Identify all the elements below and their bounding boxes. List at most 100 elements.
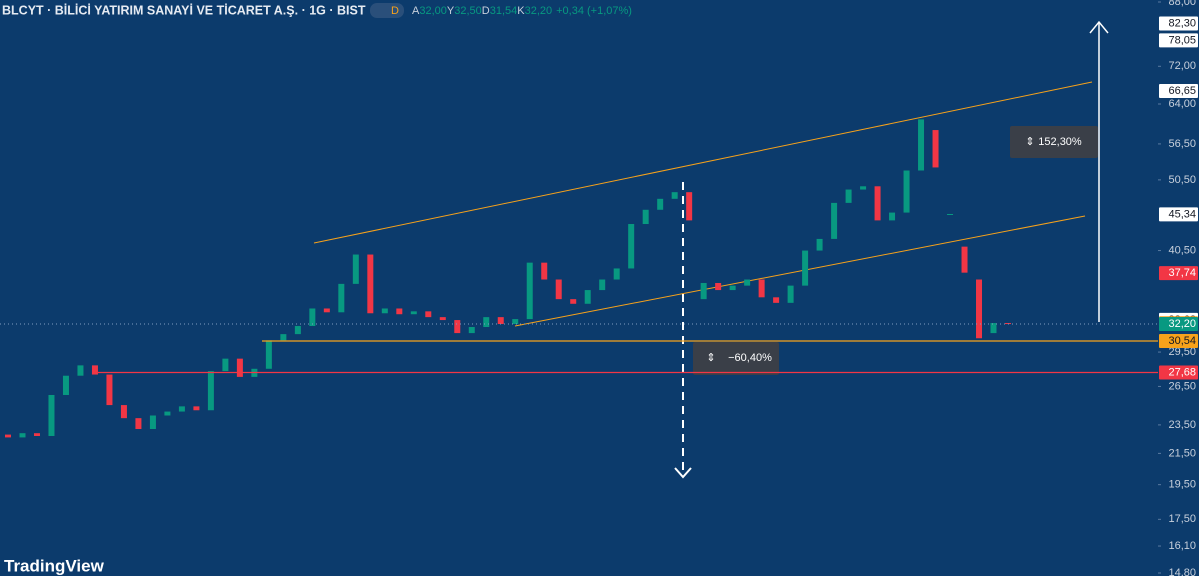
candle xyxy=(889,212,896,221)
ohlc-key: Y xyxy=(447,5,455,17)
candle xyxy=(91,365,98,375)
candle xyxy=(729,285,736,291)
y-tick-label: 88,00 xyxy=(1168,0,1196,8)
candle xyxy=(570,299,577,304)
candle xyxy=(410,311,417,315)
candle xyxy=(207,371,214,411)
candle xyxy=(541,262,548,280)
ohlc-value: 31,54 xyxy=(490,5,518,17)
price-tag xyxy=(1159,84,1198,99)
y-tick-label: 16,10 xyxy=(1168,540,1196,552)
candle xyxy=(222,358,229,372)
candle xyxy=(961,246,968,273)
candle xyxy=(816,238,823,251)
candle xyxy=(280,334,287,341)
candle xyxy=(236,358,243,377)
price-tag-label: 32,20 xyxy=(1168,318,1196,330)
measure-icon: ⇕ xyxy=(1025,136,1034,148)
price-tag xyxy=(1159,16,1198,31)
y-tick-label: 19,50 xyxy=(1168,479,1196,491)
candle xyxy=(149,415,156,430)
ohlc-key: A xyxy=(412,5,420,17)
candle xyxy=(642,209,649,225)
y-tick-label: 50,50 xyxy=(1168,174,1196,186)
candle xyxy=(555,279,562,300)
measure-box xyxy=(693,342,779,375)
price-tag xyxy=(1159,317,1198,332)
candle xyxy=(483,317,490,328)
y-tick-label: 23,50 xyxy=(1168,419,1196,431)
candle xyxy=(48,394,55,436)
price-tag-label: 45,34 xyxy=(1168,208,1196,220)
candle xyxy=(787,285,794,303)
price-tag-label: 37,74 xyxy=(1168,267,1196,279)
candle xyxy=(381,308,388,314)
candle xyxy=(700,282,707,300)
candle xyxy=(628,224,635,269)
candle xyxy=(62,375,69,395)
ohlc-value: 32,20 xyxy=(525,5,553,17)
y-tick-label: 21,50 xyxy=(1168,447,1196,459)
ohlc-legend: A32,00Y32,50D31,54K32,20 +0,34 (+1,07%) xyxy=(412,5,632,17)
ohlc-key: K xyxy=(517,5,525,17)
badge: D xyxy=(391,5,399,17)
candle xyxy=(120,405,127,419)
price-tag xyxy=(1159,333,1198,348)
candle xyxy=(773,297,780,303)
measure-box xyxy=(1010,126,1098,158)
price-tag-label: 82,30 xyxy=(1168,17,1196,29)
chart-title: BLCYT · BİLİCİ YATIRIM SANAYİ VE TİCARET… xyxy=(2,2,366,17)
arrow-head xyxy=(1089,20,1109,34)
candle xyxy=(338,283,345,313)
candle xyxy=(33,433,40,436)
candle xyxy=(77,365,84,376)
price-tag xyxy=(1159,33,1198,48)
candle xyxy=(584,290,591,304)
y-tick-label: 72,00 xyxy=(1168,60,1196,72)
candle xyxy=(265,340,272,369)
candle xyxy=(19,433,26,438)
candle xyxy=(671,192,678,199)
candle xyxy=(874,186,881,221)
measure-label: −60,40% xyxy=(728,352,772,364)
channel-upper xyxy=(313,81,1093,244)
ohlc-key: D xyxy=(482,5,490,17)
arrow-head xyxy=(674,467,692,479)
candle xyxy=(758,279,765,298)
ohlc-value: 32,00 xyxy=(419,5,447,17)
candle xyxy=(454,320,461,334)
candle xyxy=(309,308,316,327)
y-tick-label: 56,50 xyxy=(1168,138,1196,150)
measure-icon: ⇕ xyxy=(706,352,715,364)
candle xyxy=(976,279,983,339)
channel-lower xyxy=(514,215,1086,327)
candle xyxy=(932,130,939,168)
candle xyxy=(512,319,519,325)
candle xyxy=(657,198,664,210)
candle xyxy=(178,406,185,412)
price-tag-label: 78,05 xyxy=(1168,34,1196,46)
ohlc-value: 32,50 xyxy=(454,5,482,17)
brand: TradingView xyxy=(4,556,105,575)
candle xyxy=(468,327,475,334)
candle xyxy=(715,282,722,291)
price-tag xyxy=(1159,266,1198,281)
candle xyxy=(352,254,359,284)
candle xyxy=(439,317,446,321)
candle xyxy=(497,317,504,325)
candle xyxy=(845,189,852,203)
y-tick-label: 26,50 xyxy=(1168,380,1196,392)
candle xyxy=(947,213,954,215)
candle xyxy=(918,119,925,171)
price-tag-label: 27,68 xyxy=(1168,366,1196,378)
price-tag xyxy=(1159,365,1198,380)
y-tick-label: 40,50 xyxy=(1168,244,1196,256)
candle xyxy=(425,311,432,318)
candle xyxy=(686,192,693,221)
candle xyxy=(323,308,330,313)
y-tick-label: 14,80 xyxy=(1168,567,1196,576)
candle xyxy=(5,434,11,438)
y-tick-label: 29,50 xyxy=(1168,346,1196,358)
change: +0,34 (+1,07%) xyxy=(556,5,632,17)
